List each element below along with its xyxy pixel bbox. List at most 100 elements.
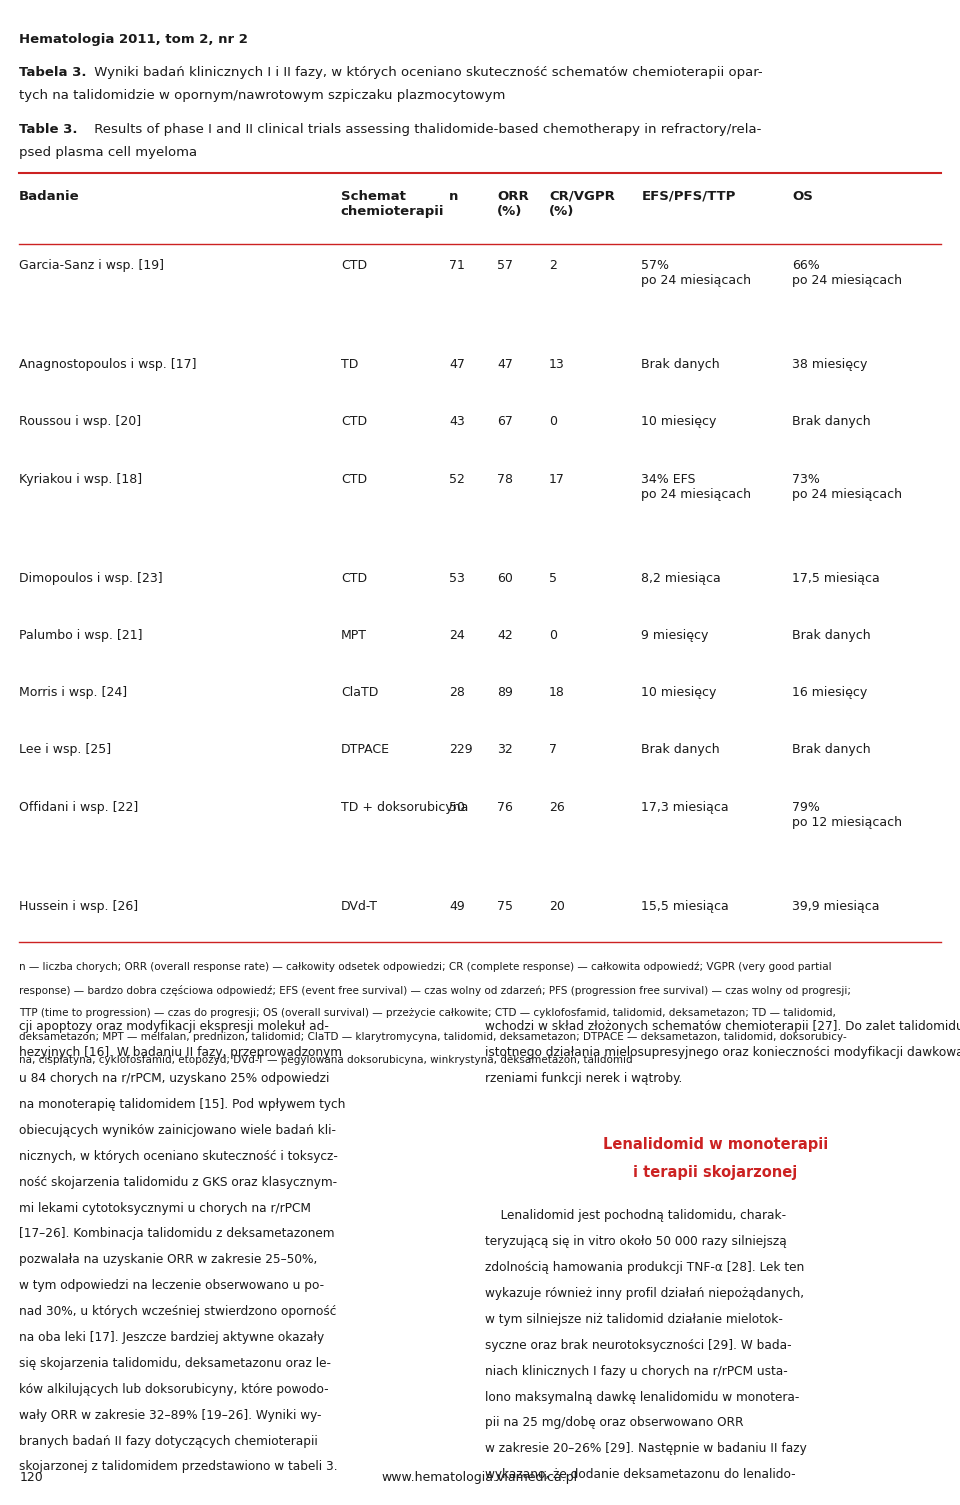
Text: 34% EFS
po 24 miesiącach: 34% EFS po 24 miesiącach <box>641 473 752 501</box>
Text: w tym odpowiedzi na leczenie obserwowano u po-: w tym odpowiedzi na leczenie obserwowano… <box>19 1279 324 1293</box>
Text: istotnego działania mielosupresyjnego oraz konieczności modyfikacji dawkowania u: istotnego działania mielosupresyjnego or… <box>485 1046 960 1060</box>
Text: tych na talidomidzie w opornym/nawrotowym szpiczaku plazmocytowym: tych na talidomidzie w opornym/nawrotowy… <box>19 89 506 102</box>
Text: hezyjnych [16]. W badaniu II fazy, przeprowadzonym: hezyjnych [16]. W badaniu II fazy, przep… <box>19 1046 342 1060</box>
Text: branych badań II fazy dotyczących chemioterapii: branych badań II fazy dotyczących chemio… <box>19 1434 318 1448</box>
Text: i terapii skojarzonej: i terapii skojarzonej <box>633 1165 798 1180</box>
Text: Offidani i wsp. [22]: Offidani i wsp. [22] <box>19 801 138 814</box>
Text: 26: 26 <box>549 801 564 814</box>
Text: wchodzi w skład złożonych schematów chemioterapii [27]. Do zalet talidomidu nale: wchodzi w skład złożonych schematów chem… <box>485 1020 960 1034</box>
Text: 57: 57 <box>497 259 514 272</box>
Text: Brak danych: Brak danych <box>792 629 871 643</box>
Text: ków alkilujących lub doksorubicyny, które powodo-: ków alkilujących lub doksorubicyny, któr… <box>19 1383 329 1395</box>
Text: 229: 229 <box>449 743 473 757</box>
Text: EFS/PFS/TTP: EFS/PFS/TTP <box>641 190 735 203</box>
Text: syczne oraz brak neurotoksyczności [29]. W bada-: syczne oraz brak neurotoksyczności [29].… <box>485 1339 791 1351</box>
Text: 79%
po 12 miesiącach: 79% po 12 miesiącach <box>792 801 902 829</box>
Text: 52: 52 <box>449 473 466 486</box>
Text: wykazuje również inny profil działań niepożądanych,: wykazuje również inny profil działań nie… <box>485 1287 804 1300</box>
Text: Garcia-Sanz i wsp. [19]: Garcia-Sanz i wsp. [19] <box>19 259 164 272</box>
Text: 49: 49 <box>449 900 465 914</box>
Text: response) — bardzo dobra częściowa odpowiedź; EFS (event free survival) — czas w: response) — bardzo dobra częściowa odpow… <box>19 986 852 996</box>
Text: Hematologia 2011, tom 2, nr 2: Hematologia 2011, tom 2, nr 2 <box>19 33 248 47</box>
Text: Lee i wsp. [25]: Lee i wsp. [25] <box>19 743 111 757</box>
Text: Hussein i wsp. [26]: Hussein i wsp. [26] <box>19 900 138 914</box>
Text: ClaTD: ClaTD <box>341 686 378 700</box>
Text: 9 miesięcy: 9 miesięcy <box>641 629 708 643</box>
Text: Anagnostopoulos i wsp. [17]: Anagnostopoulos i wsp. [17] <box>19 358 197 372</box>
Text: DTPACE: DTPACE <box>341 743 390 757</box>
Text: rzeniami funkcji nerek i wątroby.: rzeniami funkcji nerek i wątroby. <box>485 1072 682 1085</box>
Text: Roussou i wsp. [20]: Roussou i wsp. [20] <box>19 415 141 429</box>
Text: 47: 47 <box>449 358 466 372</box>
Text: 78: 78 <box>497 473 514 486</box>
Text: Morris i wsp. [24]: Morris i wsp. [24] <box>19 686 128 700</box>
Text: 89: 89 <box>497 686 514 700</box>
Text: 76: 76 <box>497 801 514 814</box>
Text: na oba leki [17]. Jeszcze bardziej aktywne okazały: na oba leki [17]. Jeszcze bardziej aktyw… <box>19 1330 324 1344</box>
Text: Brak danych: Brak danych <box>641 358 720 372</box>
Text: 57%
po 24 miesiącach: 57% po 24 miesiącach <box>641 259 752 287</box>
Text: 39,9 miesiąca: 39,9 miesiąca <box>792 900 879 914</box>
Text: Kyriakou i wsp. [18]: Kyriakou i wsp. [18] <box>19 473 142 486</box>
Text: 47: 47 <box>497 358 514 372</box>
Text: u 84 chorych na r/rPCM, uzyskano 25% odpowiedzi: u 84 chorych na r/rPCM, uzyskano 25% odp… <box>19 1072 329 1085</box>
Text: w tym silniejsze niż talidomid działanie mielotok-: w tym silniejsze niż talidomid działanie… <box>485 1312 782 1326</box>
Text: w zakresie 20–26% [29]. Następnie w badaniu II fazy: w zakresie 20–26% [29]. Następnie w bada… <box>485 1442 806 1455</box>
Text: ność skojarzenia talidomidu z GKS oraz klasycznym-: ność skojarzenia talidomidu z GKS oraz k… <box>19 1175 337 1189</box>
Text: 120: 120 <box>19 1470 43 1484</box>
Text: 24: 24 <box>449 629 465 643</box>
Text: 7: 7 <box>549 743 557 757</box>
Text: CTD: CTD <box>341 415 367 429</box>
Text: [17–26]. Kombinacja talidomidu z deksametazonem: [17–26]. Kombinacja talidomidu z deksame… <box>19 1228 335 1240</box>
Text: TTP (time to progression) — czas do progresji; OS (overall survival) — przeżycie: TTP (time to progression) — czas do prog… <box>19 1008 836 1019</box>
Text: się skojarzenia talidomidu, deksametazonu oraz le-: się skojarzenia talidomidu, deksametazon… <box>19 1358 331 1370</box>
Text: skojarzonej z talidomidem przedstawiono w tabeli 3.: skojarzonej z talidomidem przedstawiono … <box>19 1460 338 1473</box>
Text: Palumbo i wsp. [21]: Palumbo i wsp. [21] <box>19 629 143 643</box>
Text: Dimopoulos i wsp. [23]: Dimopoulos i wsp. [23] <box>19 572 163 585</box>
Text: 17,3 miesiąca: 17,3 miesiąca <box>641 801 729 814</box>
Text: pii na 25 mg/dobę oraz obserwowano ORR: pii na 25 mg/dobę oraz obserwowano ORR <box>485 1416 743 1430</box>
Text: Results of phase I and II clinical trials assessing thalidomide-based chemothera: Results of phase I and II clinical trial… <box>90 123 761 137</box>
Text: psed plasma cell myeloma: psed plasma cell myeloma <box>19 146 198 160</box>
Text: 0: 0 <box>549 415 557 429</box>
Text: TD: TD <box>341 358 358 372</box>
Text: Tabela 3.: Tabela 3. <box>19 66 86 80</box>
Text: 50: 50 <box>449 801 466 814</box>
Text: 10 miesięcy: 10 miesięcy <box>641 686 717 700</box>
Text: CR/VGPR
(%): CR/VGPR (%) <box>549 190 615 218</box>
Text: MPT: MPT <box>341 629 367 643</box>
Text: n — liczba chorych; ORR (overall response rate) — całkowity odsetek odpowiedzi; : n — liczba chorych; ORR (overall respons… <box>19 962 831 972</box>
Text: 71: 71 <box>449 259 466 272</box>
Text: Wyniki badań klinicznych I i II fazy, w których oceniano skuteczność schematów c: Wyniki badań klinicznych I i II fazy, w … <box>90 66 763 80</box>
Text: 53: 53 <box>449 572 466 585</box>
Text: DVd-T: DVd-T <box>341 900 378 914</box>
Text: 17,5 miesiąca: 17,5 miesiąca <box>792 572 879 585</box>
Text: 10 miesięcy: 10 miesięcy <box>641 415 717 429</box>
Text: lono maksymalną dawkę lenalidomidu w monotera-: lono maksymalną dawkę lenalidomidu w mon… <box>485 1391 799 1404</box>
Text: nicznych, w których oceniano skuteczność i toksycz-: nicznych, w których oceniano skuteczność… <box>19 1150 338 1163</box>
Text: cji apoptozy oraz modyfikacji ekspresji molekuł ad-: cji apoptozy oraz modyfikacji ekspresji … <box>19 1020 329 1034</box>
Text: 15,5 miesiąca: 15,5 miesiąca <box>641 900 729 914</box>
Text: Brak danych: Brak danych <box>792 743 871 757</box>
Text: 75: 75 <box>497 900 514 914</box>
Text: 32: 32 <box>497 743 513 757</box>
Text: TD + doksorubicyna: TD + doksorubicyna <box>341 801 468 814</box>
Text: 5: 5 <box>549 572 557 585</box>
Text: wały ORR w zakresie 32–89% [19–26]. Wyniki wy-: wały ORR w zakresie 32–89% [19–26]. Wyni… <box>19 1409 322 1422</box>
Text: Brak danych: Brak danych <box>641 743 720 757</box>
Text: teryzującą się in vitro około 50 000 razy silniejszą: teryzującą się in vitro około 50 000 raz… <box>485 1236 786 1248</box>
Text: 43: 43 <box>449 415 465 429</box>
Text: Lenalidomid w monoterapii: Lenalidomid w monoterapii <box>603 1136 828 1151</box>
Text: deksametazon; MPT — melfalan, prednizon, talidomid; ClaTD — klarytromycyna, tali: deksametazon; MPT — melfalan, prednizon,… <box>19 1032 847 1041</box>
Text: 60: 60 <box>497 572 514 585</box>
Text: 38 miesięcy: 38 miesięcy <box>792 358 868 372</box>
Text: 16 miesięcy: 16 miesięcy <box>792 686 867 700</box>
Text: 73%
po 24 miesiącach: 73% po 24 miesiącach <box>792 473 902 501</box>
Text: OS: OS <box>792 190 813 203</box>
Text: na, cisplatyna, cyklofosfamid, etopozyd; DVd-T — pegylowana doksorubicyna, winkr: na, cisplatyna, cyklofosfamid, etopozyd;… <box>19 1055 633 1066</box>
Text: CTD: CTD <box>341 473 367 486</box>
Text: 8,2 miesiąca: 8,2 miesiąca <box>641 572 721 585</box>
Text: 20: 20 <box>549 900 565 914</box>
Text: zdolnością hamowania produkcji TNF-α [28]. Lek ten: zdolnością hamowania produkcji TNF-α [28… <box>485 1261 804 1275</box>
Text: 17: 17 <box>549 473 565 486</box>
